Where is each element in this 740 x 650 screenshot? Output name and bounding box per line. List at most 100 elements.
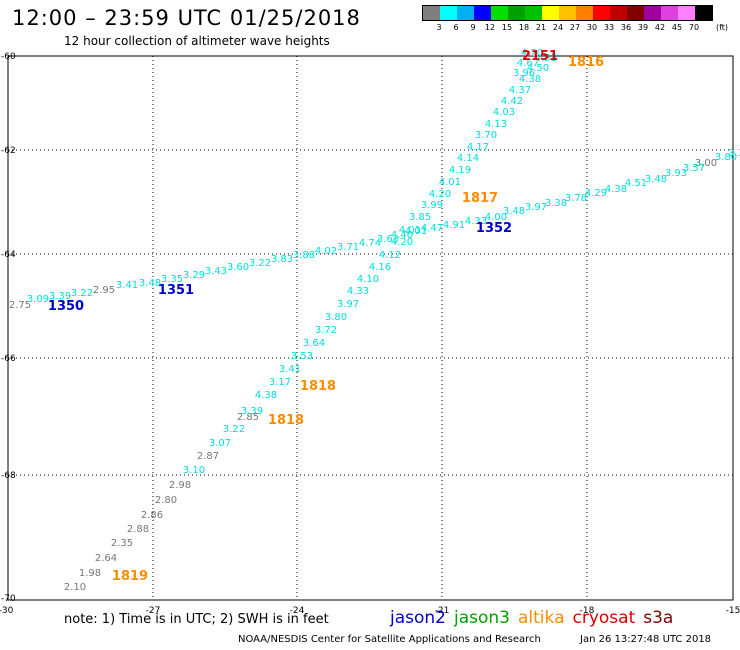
longitude-tick-label: -24 <box>290 606 305 616</box>
latitude-tick-label: -64 <box>1 250 16 260</box>
wave-height-label: 4.19 <box>449 165 471 176</box>
colorbar-label: 70 <box>688 23 700 32</box>
generated-timestamp: Jan 26 13:27:48 UTC 2018 <box>580 634 712 645</box>
wave-height-label: 3.88 <box>293 250 315 261</box>
wave-height-label: 3.60 <box>227 262 249 273</box>
colorbar-label: 3 <box>436 23 442 32</box>
axis-labels: -30 -27 -24 -21 -18 -15 -60 -62 -64 -66 -68 -70 <box>0 52 740 616</box>
wave-height-label: 2.87 <box>197 451 219 462</box>
wave-height-label: 3.41 <box>116 280 138 291</box>
mission-name: altika <box>518 608 565 628</box>
colorbar-swatches <box>422 5 713 21</box>
wave-height-label: 3.3 <box>728 148 740 159</box>
wave-height-label: 3.10 <box>183 465 205 476</box>
wave-height-label: 3.96 <box>513 68 535 79</box>
wave-height-label: 4.20 <box>521 48 543 59</box>
wave-height-label: 3.22 <box>249 258 271 269</box>
wave-height-label: 4.00 <box>485 212 507 223</box>
wave-height-label: 2.80 <box>155 495 177 506</box>
pass-time-label: 1818 <box>268 413 304 428</box>
wave-height-label: 2.75 <box>9 300 31 311</box>
wave-height-label: 3.39 <box>49 291 71 302</box>
wave-height-label: 4.10 <box>357 274 379 285</box>
footer-note: note: 1) Time is in UTC; 2) SWH is in fe… <box>64 612 329 627</box>
wave-height-label: 2.88 <box>127 524 149 535</box>
colorbar-label: 18 <box>518 23 530 32</box>
wave-height-label: 4.17 <box>467 142 489 153</box>
colorbar-swatch <box>695 6 712 20</box>
wave-height-label: 1.98 <box>79 568 101 579</box>
colorbar-swatch <box>610 6 627 20</box>
latitude-tick-label: -62 <box>1 146 16 156</box>
wave-height-label: 4.38 <box>255 390 277 401</box>
colorbar-label: 24 <box>552 23 564 32</box>
wave-height-label: 4.16 <box>369 262 391 273</box>
colorbar-swatch <box>576 6 593 20</box>
wave-height-label: 3.80 <box>715 152 737 163</box>
latitude-tick-label: -68 <box>1 471 16 481</box>
wave-height-label: 2.98 <box>169 480 191 491</box>
wave-height-label: 3.78 <box>565 193 587 204</box>
credit-text: NOAA/NESDIS Center for Satellite Applica… <box>238 634 541 645</box>
wave-height-label: 3.85 <box>409 212 431 223</box>
colorbar-label: 36 <box>620 23 632 32</box>
wave-height-label: 3.48 <box>139 278 161 289</box>
wave-height-label: 4.01 <box>405 226 427 237</box>
colorbar-swatch <box>542 6 559 20</box>
wave-height-label: 4.67 <box>517 58 539 69</box>
colorbar-label: 42 <box>654 23 666 32</box>
pass-time-label: 1817 <box>462 191 498 206</box>
colorbar-label: 39 <box>637 23 649 32</box>
wave-height-labels: 2.753.09 3.39 3.22 2.95 3.41 3.48 3.35 3.29 3.43… <box>9 48 740 593</box>
colorbar-label: 21 <box>535 23 547 32</box>
wave-height-label: 4.47 <box>421 223 443 234</box>
map-grid <box>7 55 734 601</box>
pass-time-label: 1818 <box>300 379 336 394</box>
wave-height-label: 3.70 <box>475 130 497 141</box>
wave-height-label: 3.22 <box>223 424 245 435</box>
longitude-tick-label: -30 <box>0 606 14 616</box>
pass-time-label: 1352 <box>476 221 512 236</box>
mission-name: jason3 <box>454 608 510 628</box>
wave-height-label: 3.43 <box>205 266 227 277</box>
wave-height-label: 3.07 <box>209 438 231 449</box>
wave-height-label: 3.22 <box>71 288 93 299</box>
colorbar-swatch <box>491 6 508 20</box>
colorbar-label: 30 <box>586 23 598 32</box>
colorbar-label: 15 <box>501 23 513 32</box>
wave-height-label: 4.13 <box>485 119 507 130</box>
wave-height-label: 4.20 <box>429 189 451 200</box>
latitude-tick-label: -66 <box>1 354 16 364</box>
colorbar-label: 27 <box>569 23 581 32</box>
colorbar-swatch <box>593 6 610 20</box>
mission-name: cryosat <box>572 608 636 628</box>
wave-height-colorbar: (ft) 3 6 9 12 15 18 21 24 27 30 33 36 39 42 45 70 <box>422 5 728 35</box>
wave-height-label: 4.29 <box>585 188 607 199</box>
wave-height-label: 3.48 <box>645 174 667 185</box>
wave-height-label: 3.80 <box>325 312 347 323</box>
colorbar-label: 6 <box>453 23 459 32</box>
pass-time-labels: 1350 1351 1352 1817 1818 1818 1819 1816 2151 <box>48 49 604 584</box>
wave-height-label: 3.38 <box>545 198 567 209</box>
wave-height-label: 3.93 <box>665 168 687 179</box>
colorbar-swatch <box>474 6 491 20</box>
longitude-tick-label: -15 <box>726 606 740 616</box>
mission-legend: jason2 jason3 altika cryosat s3a <box>390 608 681 628</box>
colorbar-swatch <box>457 6 474 20</box>
wave-height-label: 3.57 <box>683 163 705 174</box>
wave-height-label: 4.42 <box>501 96 523 107</box>
colorbar-labels: (ft) 3 6 9 12 15 18 21 24 27 30 33 36 39 42 45 70 <box>422 21 728 35</box>
wave-height-label: 4.03 <box>493 107 515 118</box>
mission-name: jason2 <box>390 608 446 628</box>
colorbar-swatch <box>661 6 678 20</box>
wave-height-label: 3.09 <box>27 294 49 305</box>
wave-height-label: 3.71 <box>337 242 359 253</box>
longitude-tick-label: -27 <box>146 606 161 616</box>
colorbar-label: 12 <box>484 23 496 32</box>
colorbar-swatch <box>627 6 644 20</box>
wave-height-label: 3.99 <box>421 200 443 211</box>
map-subtitle: 12 hour collection of altimeter wave hei… <box>64 34 330 48</box>
wave-height-label: 3.83 <box>271 254 293 265</box>
colorbar-swatch <box>678 6 695 20</box>
